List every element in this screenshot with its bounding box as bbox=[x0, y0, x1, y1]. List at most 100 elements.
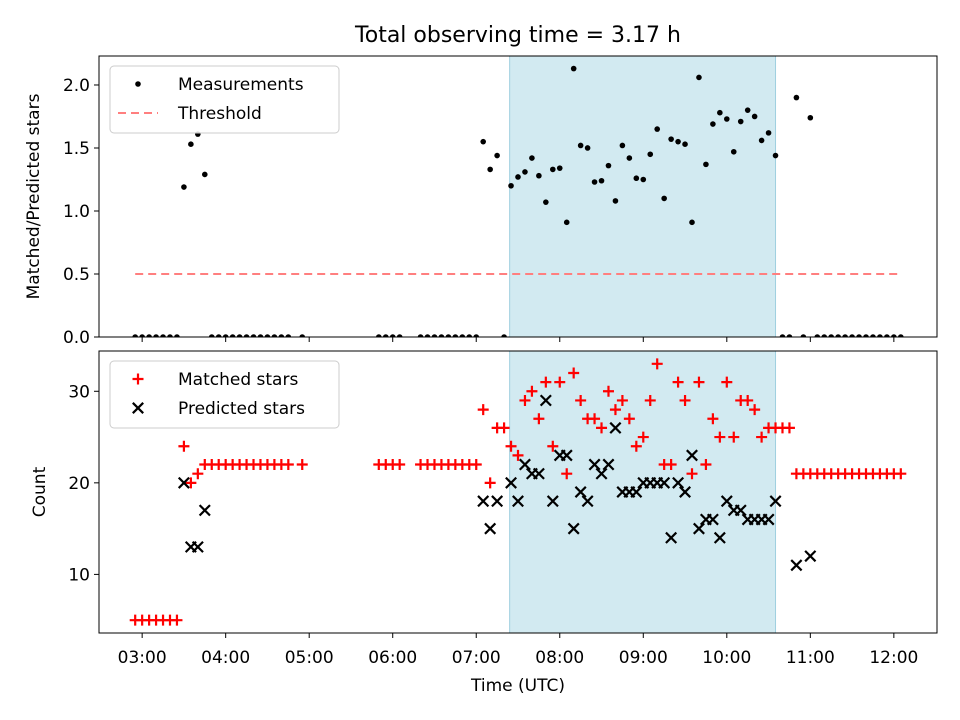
data-point bbox=[487, 166, 493, 173]
data-point bbox=[654, 126, 661, 132]
data-point bbox=[132, 334, 138, 337]
data-point bbox=[647, 151, 654, 158]
legend-label: Predicted stars bbox=[178, 399, 305, 419]
data-point bbox=[665, 531, 678, 544]
data-point bbox=[689, 219, 695, 226]
y-tick-label: 1.0 bbox=[63, 202, 90, 222]
data-point bbox=[630, 486, 643, 498]
x-tick-label: 07:00 bbox=[452, 648, 501, 668]
data-point bbox=[477, 495, 490, 508]
data-point bbox=[543, 199, 549, 205]
data-point bbox=[505, 476, 518, 489]
data-point bbox=[633, 175, 640, 182]
data-point bbox=[821, 334, 828, 337]
data-point bbox=[856, 334, 862, 337]
data-point bbox=[686, 468, 698, 480]
data-point bbox=[605, 162, 612, 169]
data-point bbox=[898, 334, 904, 337]
data-point bbox=[438, 334, 445, 337]
data-point bbox=[679, 486, 692, 498]
data-point bbox=[174, 334, 180, 337]
data-point bbox=[556, 165, 563, 171]
data-point bbox=[515, 174, 521, 180]
data-point bbox=[703, 161, 709, 168]
data-point bbox=[679, 394, 691, 406]
data-point bbox=[529, 155, 535, 161]
data-point bbox=[494, 152, 500, 159]
data-point bbox=[717, 109, 723, 116]
legend-swatch bbox=[132, 373, 144, 385]
data-point bbox=[512, 449, 524, 461]
data-point bbox=[895, 468, 907, 480]
data-point bbox=[710, 121, 716, 127]
observing-window-shade bbox=[509, 350, 777, 634]
data-point bbox=[706, 513, 719, 526]
data-point bbox=[877, 334, 883, 337]
legend-swatch bbox=[135, 81, 141, 87]
observing-window-shade bbox=[509, 55, 777, 338]
legend-box bbox=[109, 65, 340, 134]
data-point bbox=[602, 458, 615, 471]
data-point bbox=[724, 116, 730, 122]
data-point bbox=[264, 334, 271, 337]
data-point bbox=[863, 334, 869, 337]
data-point bbox=[389, 334, 396, 337]
data-point bbox=[139, 334, 145, 337]
x-tick-label: 03:00 bbox=[118, 648, 167, 668]
data-point bbox=[713, 531, 726, 544]
data-point bbox=[644, 394, 656, 406]
axes-frame bbox=[98, 55, 938, 338]
data-point bbox=[382, 334, 389, 337]
data-point bbox=[626, 155, 633, 161]
data-point bbox=[884, 334, 890, 337]
data-point bbox=[396, 334, 403, 337]
y-tick-label: 0.5 bbox=[63, 265, 90, 285]
data-point bbox=[536, 172, 542, 179]
data-point bbox=[561, 468, 573, 480]
data-point bbox=[779, 334, 786, 337]
data-point bbox=[568, 367, 580, 379]
plot-area bbox=[129, 358, 907, 626]
data-point bbox=[484, 522, 497, 535]
data-point bbox=[526, 385, 538, 397]
data-point bbox=[146, 334, 152, 337]
data-point bbox=[271, 334, 278, 337]
data-point bbox=[835, 334, 841, 337]
data-point bbox=[575, 394, 587, 406]
data-point bbox=[737, 118, 744, 125]
data-point bbox=[533, 413, 545, 425]
data-point bbox=[201, 171, 208, 178]
data-point bbox=[208, 334, 215, 337]
data-point bbox=[459, 334, 466, 337]
data-point bbox=[167, 334, 173, 337]
x-tick-label: 11:00 bbox=[786, 648, 835, 668]
data-point bbox=[431, 334, 438, 337]
data-point bbox=[658, 476, 671, 489]
data-point bbox=[700, 459, 712, 471]
data-point bbox=[445, 334, 452, 337]
data-point bbox=[250, 334, 257, 337]
data-point bbox=[498, 422, 510, 434]
data-point bbox=[215, 334, 222, 337]
data-point bbox=[177, 476, 190, 489]
x-tick-label: 10:00 bbox=[702, 648, 751, 668]
data-point bbox=[707, 413, 719, 425]
data-point bbox=[870, 334, 876, 337]
legend-label: Threshold bbox=[177, 104, 262, 124]
data-point bbox=[296, 459, 308, 471]
data-point bbox=[828, 334, 835, 337]
data-point bbox=[842, 334, 848, 337]
y-tick-label: 1.5 bbox=[63, 139, 90, 159]
data-point bbox=[229, 334, 236, 337]
y-axis-label: Matched/Predicted stars bbox=[24, 93, 44, 299]
data-point bbox=[891, 334, 897, 337]
data-point bbox=[682, 141, 688, 148]
data-point bbox=[473, 334, 480, 337]
data-point bbox=[477, 404, 489, 416]
data-point bbox=[417, 334, 424, 337]
data-point bbox=[730, 148, 737, 155]
chart-title: Total observing time = 3.17 h bbox=[354, 23, 681, 48]
data-point bbox=[714, 431, 726, 443]
data-point bbox=[609, 421, 622, 434]
data-point bbox=[181, 184, 187, 190]
